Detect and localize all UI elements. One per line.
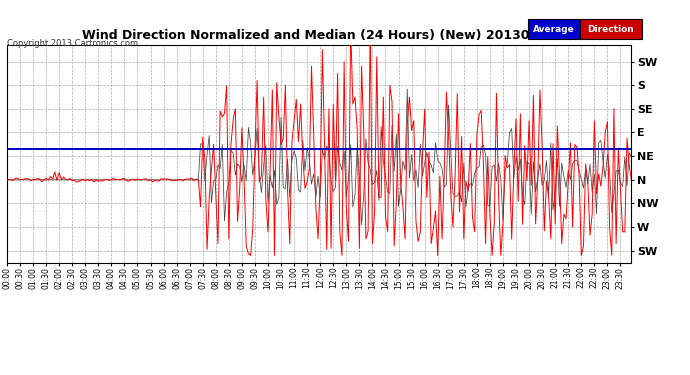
Title: Wind Direction Normalized and Median (24 Hours) (New) 20130702: Wind Direction Normalized and Median (24…: [82, 30, 556, 42]
Text: Copyright 2013 Cartronics.com: Copyright 2013 Cartronics.com: [7, 39, 138, 48]
Text: Direction: Direction: [587, 25, 634, 34]
Text: Average: Average: [533, 25, 575, 34]
